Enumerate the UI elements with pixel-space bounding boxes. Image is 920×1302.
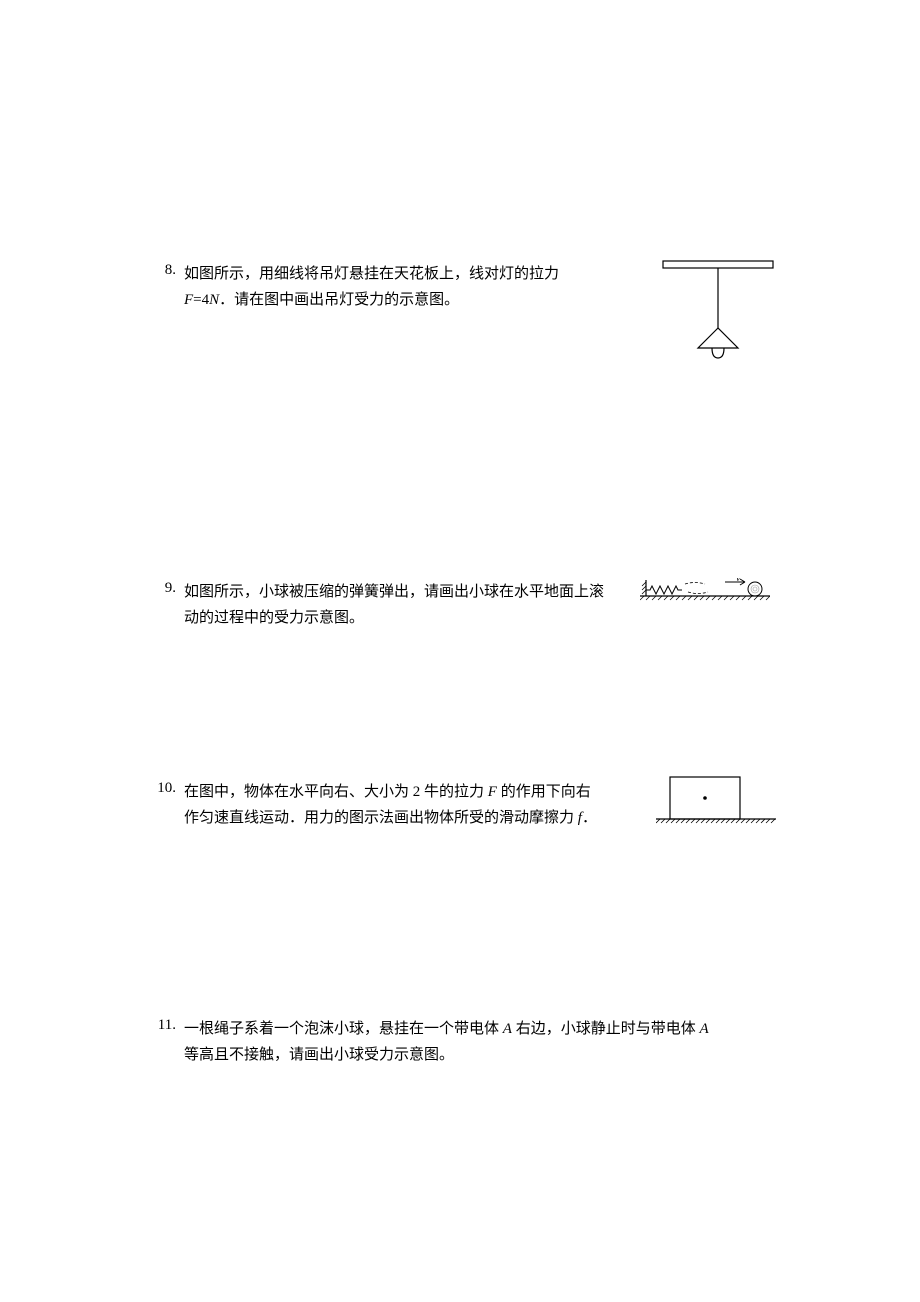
unit-n: N	[209, 292, 219, 308]
question-number: 10.	[154, 780, 184, 831]
question-9: 9. 如图所示，小球被压缩的弹簧弹出，请画出小球在水平地面上滚 动的过程中的受力…	[154, 580, 634, 631]
v-label: v	[736, 578, 741, 584]
question-text: 如图所示，用细线将吊灯悬挂在天花板上，线对灯的拉力 F=4N．请在图中画出吊灯受…	[184, 262, 559, 313]
text-part: =4	[193, 292, 209, 308]
question-text: 一根绳子系着一个泡沫小球，悬挂在一个带电体 A 右边，小球静止时与带电体 A 等…	[184, 1017, 709, 1068]
text-part: 在图中，物体在水平向右、大小为 2 牛的拉力	[184, 784, 488, 800]
question-10: 10. 在图中，物体在水平向右、大小为 2 牛的拉力 F 的作用下向右 作匀速直…	[154, 780, 634, 831]
figure-q8	[658, 258, 778, 368]
text-part: 作匀速直线运动．用力的图示法画出物体所受的滑动摩擦力	[184, 810, 578, 826]
question-number: 8.	[154, 262, 184, 313]
question-11: 11. 一根绳子系着一个泡沫小球，悬挂在一个带电体 A 右边，小球静止时与带电体…	[154, 1017, 774, 1068]
question-8: 8. 如图所示，用细线将吊灯悬挂在天花板上，线对灯的拉力 F=4N．请在图中画出…	[154, 262, 634, 313]
text-part: ．	[582, 810, 597, 826]
text-line: 等高且不接触，请画出小球受力示意图。	[184, 1047, 454, 1063]
text-part: 右边，小球静止时与带电体	[512, 1021, 700, 1037]
question-text: 如图所示，小球被压缩的弹簧弹出，请画出小球在水平地面上滚 动的过程中的受力示意图…	[184, 580, 604, 631]
var-f: F	[488, 784, 497, 800]
text-line: 如图所示，小球被压缩的弹簧弹出，请画出小球在水平地面上滚	[184, 584, 604, 600]
var-a: A	[699, 1021, 708, 1037]
var-f: F	[184, 292, 193, 308]
text-part: 一根绳子系着一个泡沫小球，悬挂在一个带电体	[184, 1021, 503, 1037]
figure-q10	[656, 773, 776, 829]
text-part: 的作用下向右	[497, 784, 591, 800]
var-a: A	[503, 1021, 512, 1037]
question-number: 9.	[154, 580, 184, 631]
text-line: 动的过程中的受力示意图。	[184, 610, 364, 626]
text-line: 如图所示，用细线将吊灯悬挂在天花板上，线对灯的拉力	[184, 266, 559, 282]
question-text: 在图中，物体在水平向右、大小为 2 牛的拉力 F 的作用下向右 作匀速直线运动．…	[184, 780, 597, 831]
figure-q9: v	[640, 578, 770, 606]
question-number: 11.	[154, 1017, 184, 1068]
text-part: ．请在图中画出吊灯受力的示意图。	[219, 292, 459, 308]
